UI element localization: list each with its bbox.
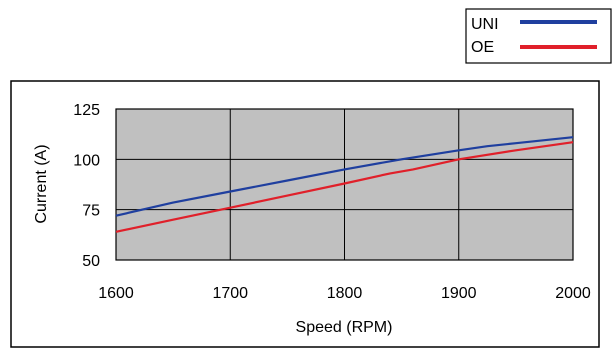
x-tick-label-2000: 2000: [555, 285, 591, 302]
series-line-uni: [115, 136, 574, 217]
legend-label-uni: UNI: [471, 16, 499, 33]
x-tick-label-1700: 1700: [212, 285, 248, 302]
x-tick-label-1800: 1800: [327, 285, 363, 302]
series-line-oe: [115, 141, 574, 233]
x-tick-label-1900: 1900: [441, 285, 477, 302]
y-tick-label-75: 75: [82, 203, 100, 220]
y-tick-label-50: 50: [82, 253, 100, 270]
legend-box: [465, 8, 612, 64]
y-tick-label-100: 100: [73, 152, 100, 169]
x-tick-labels: 1600 1700 1800 1900 2000: [98, 285, 591, 302]
legend: UNI OE: [465, 8, 612, 64]
y-axis-label: Current (A): [33, 144, 50, 223]
x-axis-label: Speed (RPM): [296, 319, 393, 336]
legend-label-oe: OE: [471, 39, 494, 56]
x-tick-label-1600: 1600: [98, 285, 134, 302]
y-tick-label-125: 125: [73, 102, 100, 119]
series-layer: [115, 136, 574, 233]
y-tick-labels: 50 75 100 125: [73, 102, 100, 270]
